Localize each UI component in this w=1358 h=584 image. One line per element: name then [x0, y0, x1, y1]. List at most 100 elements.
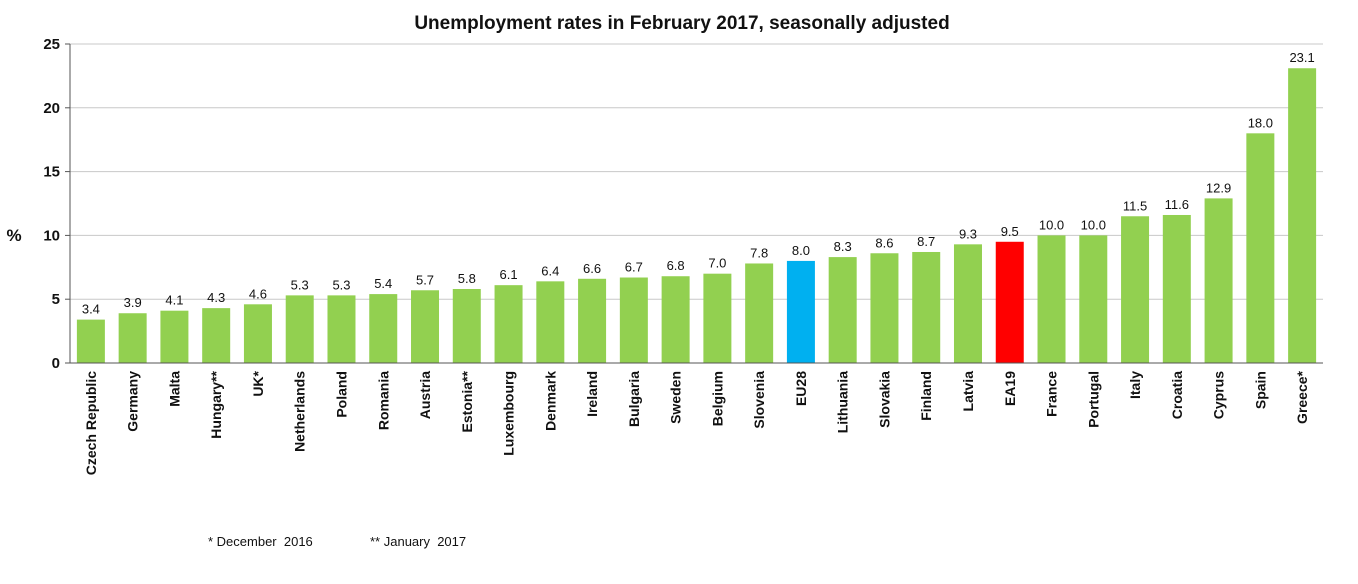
- bar: [411, 290, 440, 363]
- data-label: 11.6: [1165, 197, 1189, 212]
- data-label: 6.4: [541, 263, 559, 278]
- data-label: 11.5: [1123, 198, 1147, 213]
- category-label: Cyprus: [1211, 371, 1227, 419]
- y-tick-label: 15: [43, 164, 60, 181]
- bar: [1079, 235, 1108, 363]
- bar: [1288, 68, 1317, 363]
- bar: [369, 294, 398, 363]
- axes: 0 5 10 15 20 25: [43, 36, 1323, 372]
- category-labels: Czech Republic Germany Malta Hungary** UK* Ne…: [83, 370, 1310, 475]
- data-label: 8.0: [792, 243, 810, 258]
- category-label: Italy: [1127, 371, 1143, 399]
- category-label: Estonia**: [459, 370, 475, 432]
- bar: [536, 281, 565, 363]
- data-label: 6.7: [625, 260, 643, 275]
- y-axis-label: %: [6, 226, 21, 245]
- data-label: 6.1: [500, 267, 518, 282]
- bar: [703, 273, 732, 363]
- category-label: Greece*: [1294, 370, 1310, 423]
- category-label: EU28: [793, 371, 809, 406]
- category-label: France: [1044, 371, 1060, 417]
- bar: [619, 277, 648, 363]
- data-label: 5.3: [332, 277, 350, 292]
- data-label: 5.3: [291, 277, 309, 292]
- category-label: EA19: [1002, 371, 1018, 406]
- y-tick-label: 10: [43, 227, 60, 244]
- data-label: 8.7: [917, 234, 935, 249]
- data-label: 5.8: [458, 271, 476, 286]
- data-label: 6.8: [667, 258, 685, 273]
- category-label: Slovenia: [751, 371, 767, 429]
- data-label: 23.1: [1289, 50, 1314, 65]
- category-label: Romania: [375, 371, 391, 430]
- data-label: 5.4: [374, 276, 392, 291]
- bar: [995, 241, 1024, 363]
- bar: [1246, 133, 1275, 363]
- bar: [786, 260, 815, 363]
- data-label: 7.8: [750, 245, 768, 260]
- data-label: 4.6: [249, 286, 267, 301]
- bar: [327, 295, 356, 363]
- bar: [578, 278, 607, 363]
- data-label: 10.0: [1039, 217, 1064, 232]
- category-label: Croatia: [1169, 371, 1185, 419]
- chart-title: Unemployment rates in February 2017, sea…: [414, 13, 949, 34]
- bar: [243, 304, 272, 363]
- data-label: 9.5: [1001, 224, 1019, 239]
- bar: [160, 310, 189, 363]
- category-label: Slovakia: [876, 371, 892, 428]
- data-label: 4.1: [165, 293, 183, 308]
- footnote-january: ** January 2017: [370, 534, 466, 549]
- category-label: Spain: [1252, 371, 1268, 409]
- bar: [202, 308, 231, 363]
- y-tick-label: 20: [43, 100, 60, 117]
- bar: [118, 313, 147, 363]
- category-label: Sweden: [668, 371, 684, 424]
- bar: [870, 253, 899, 363]
- bar: [953, 244, 982, 363]
- category-label: Belgium: [709, 371, 725, 426]
- bar: [1204, 198, 1233, 363]
- bar: [912, 251, 941, 363]
- y-tick-label: 25: [43, 36, 60, 53]
- category-label: Bulgaria: [626, 371, 642, 427]
- category-label: Austria: [417, 371, 433, 419]
- category-label: Portugal: [1085, 371, 1101, 428]
- bar: [76, 319, 105, 363]
- bar: [494, 285, 523, 363]
- bar: [285, 295, 314, 363]
- category-label: Luxembourg: [501, 371, 517, 456]
- bar: [661, 276, 690, 363]
- category-label: Poland: [333, 371, 349, 418]
- bar: [1121, 216, 1150, 363]
- category-label: Ireland: [584, 371, 600, 417]
- category-label: Malta: [166, 371, 182, 407]
- bars: [76, 68, 1317, 363]
- category-label: Germany: [125, 371, 141, 432]
- data-label: 12.9: [1206, 180, 1231, 195]
- data-label: 9.3: [959, 226, 977, 241]
- bar: [745, 263, 774, 363]
- data-label: 10.0: [1081, 217, 1106, 232]
- data-label: 4.3: [207, 290, 225, 305]
- bar: [828, 257, 857, 363]
- category-label: Latvia: [960, 371, 976, 412]
- y-tick-label: 5: [52, 291, 60, 308]
- category-label: Czech Republic: [83, 371, 99, 475]
- category-label: Denmark: [542, 371, 558, 431]
- data-label: 3.9: [124, 295, 142, 310]
- data-labels: 3.4 3.9 4.1 4.3 4.6 5.3 5.3 5.4 5.7 5.8 6.1 6.4 6.6 6…: [82, 50, 1315, 316]
- data-label: 18.0: [1248, 115, 1273, 130]
- data-label: 5.7: [416, 272, 434, 287]
- data-label: 8.3: [834, 239, 852, 254]
- gridlines: [70, 43, 1323, 300]
- data-label: 3.4: [82, 302, 100, 317]
- y-tick-label: 0: [52, 355, 60, 372]
- category-label: Lithuania: [835, 371, 851, 433]
- data-label: 6.6: [583, 261, 601, 276]
- bar: [1162, 214, 1191, 363]
- bar: [452, 288, 481, 363]
- category-label: UK*: [250, 370, 266, 396]
- footnote-december: * December 2016: [208, 534, 313, 549]
